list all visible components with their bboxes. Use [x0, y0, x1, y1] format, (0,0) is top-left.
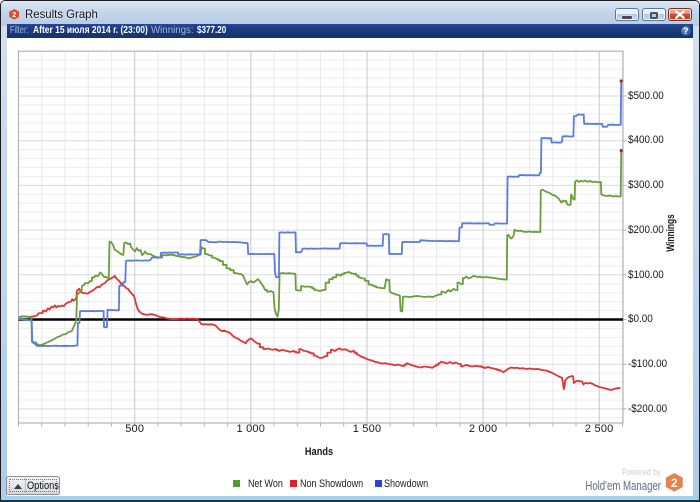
svg-text:2: 2 — [12, 10, 16, 19]
svg-text:2: 2 — [671, 476, 678, 490]
